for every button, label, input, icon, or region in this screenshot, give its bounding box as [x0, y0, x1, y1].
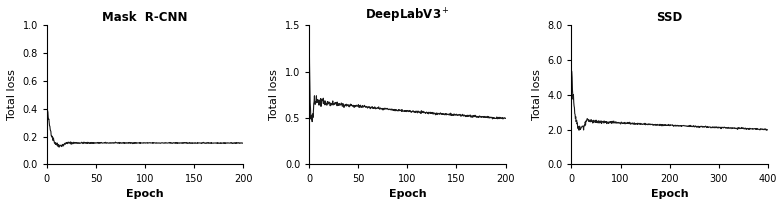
X-axis label: Epoch: Epoch: [389, 189, 426, 199]
Title: DeepLabV3$^+$: DeepLabV3$^+$: [365, 7, 450, 25]
Y-axis label: Total loss: Total loss: [269, 69, 279, 120]
Y-axis label: Total loss: Total loss: [7, 69, 17, 120]
X-axis label: Epoch: Epoch: [126, 189, 164, 199]
Title: SSD: SSD: [656, 11, 683, 24]
Y-axis label: Total loss: Total loss: [532, 69, 542, 120]
Title: Mask  R-CNN: Mask R-CNN: [103, 11, 188, 24]
X-axis label: Epoch: Epoch: [651, 189, 688, 199]
